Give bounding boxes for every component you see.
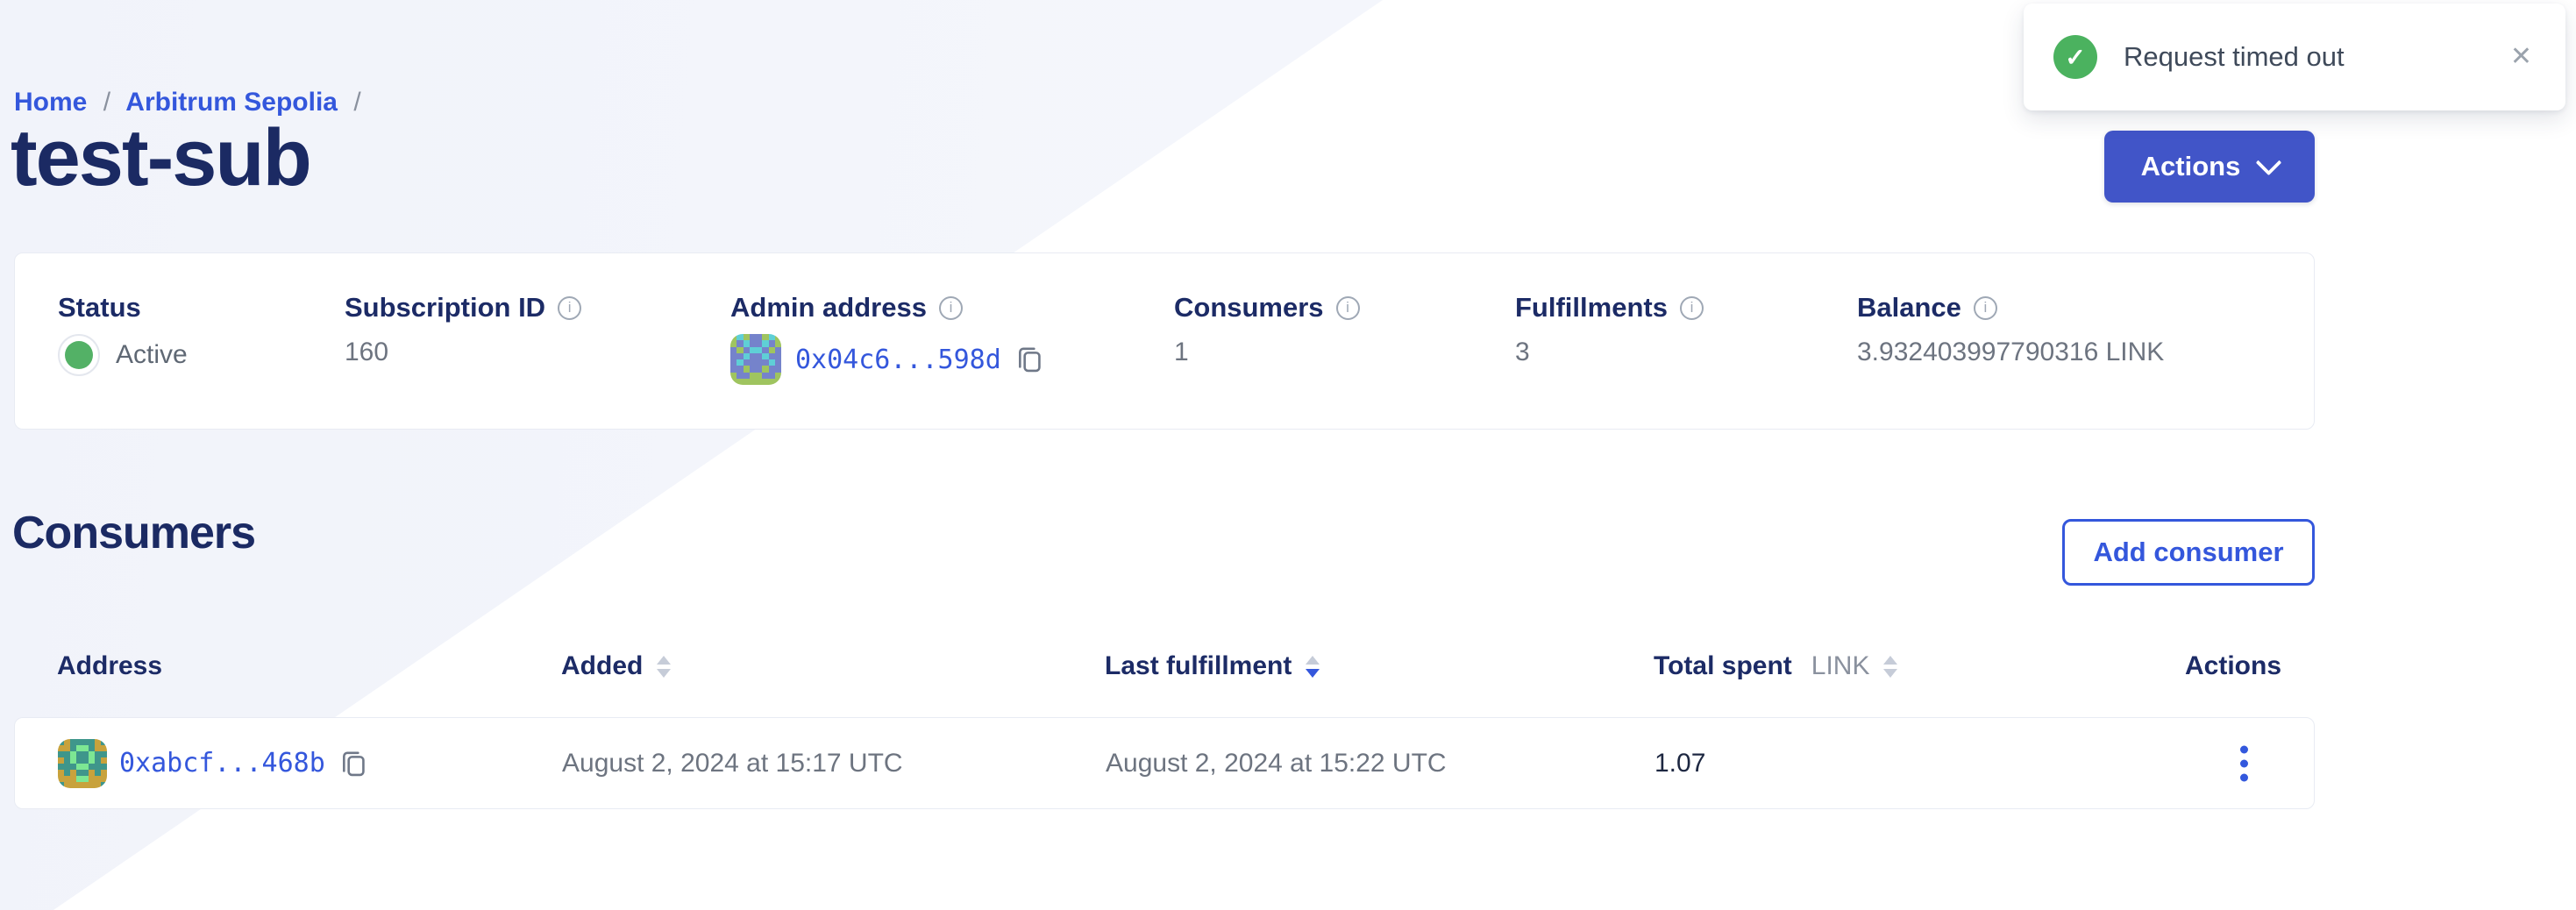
subscription-id-value: 160 [345,338,389,366]
copy-address-button[interactable] [1015,344,1043,375]
column-header-added[interactable]: Added [561,647,672,686]
add-consumer-button[interactable]: Add consumer [2062,519,2315,586]
consumers-count-label: Consumers [1174,292,1324,323]
consumers-count-value: 1 [1174,338,1189,366]
admin-identicon-avatar [730,334,781,385]
sort-icon [657,655,672,678]
actions-button[interactable]: Actions [2104,131,2315,203]
consumer-table-row: 0xabcf...468b August 2, 2024 at 15:17 UT… [14,717,2315,809]
consumer-last-fulfillment-cell: August 2, 2024 at 15:22 UTC [1106,748,1447,778]
row-kebab-menu-button[interactable] [2228,738,2260,788]
subscription-id-label: Subscription ID [345,292,546,323]
copy-icon [342,751,365,776]
admin-address-label: Admin address [730,292,927,323]
consumer-added-cell: August 2, 2024 at 15:17 UTC [562,748,903,778]
balance-value: 3.932403997790316 LINK [1857,338,2165,366]
info-icon[interactable]: i [1973,295,1997,320]
status-value: Active [116,340,188,369]
success-check-icon: ✓ [2053,35,2097,79]
breadcrumb-home-link[interactable]: Home [14,88,88,117]
toast-notification: ✓ Request timed out ✕ [2024,4,2565,110]
check-glyph: ✓ [2065,43,2086,71]
breadcrumb-network-link[interactable]: Arbitrum Sepolia [125,88,338,117]
status-active-dot [58,334,100,376]
consumer-address-cell: 0xabcf...468b [58,738,367,788]
consumer-identicon-avatar [58,738,107,788]
sort-desc-icon [1306,655,1320,678]
column-header-total-spent[interactable]: Total spent LINK [1654,647,1898,686]
consumer-total-spent-cell: 1.07 [1654,748,1706,778]
info-icon[interactable]: i [558,295,582,320]
consumers-heading: Consumers [12,508,256,558]
admin-address-link[interactable]: 0x04c6...598d [795,344,1001,375]
subscription-summary-card: Status Active Subscription ID i 160 Admi… [14,252,2315,430]
balance-label: Balance [1857,292,1961,323]
info-icon[interactable]: i [938,295,963,320]
consumer-actions-cell [2172,738,2316,788]
status-label: Status [58,292,141,323]
copy-icon [1018,347,1041,373]
column-header-address: Address [57,651,163,680]
column-header-last-fulfillment[interactable]: Last fulfillment [1105,647,1320,686]
column-header-actions: Actions [2185,651,2282,680]
close-icon: ✕ [2509,42,2532,71]
toast-message: Request timed out [2124,41,2345,72]
actions-button-label: Actions [2140,151,2241,181]
page-title: test-sub [11,113,312,203]
fulfillments-label: Fulfillments [1515,292,1668,323]
copy-address-button[interactable] [339,748,367,779]
info-icon[interactable]: i [1679,295,1704,320]
fulfillments-value: 3 [1515,338,1530,366]
sort-icon [1883,655,1898,678]
breadcrumb: Home / Arbitrum Sepolia / [14,88,370,117]
toast-close-button[interactable]: ✕ [2510,44,2532,70]
chevron-down-icon [2255,149,2282,175]
breadcrumb-separator: / [103,88,111,117]
breadcrumb-separator: / [353,88,361,117]
consumer-address-link[interactable]: 0xabcf...468b [119,748,325,778]
total-spent-unit: LINK [1811,651,1870,680]
consumers-table-header: Address Added Last fulfillment Total spe… [14,647,2315,686]
info-icon[interactable]: i [1335,295,1360,320]
